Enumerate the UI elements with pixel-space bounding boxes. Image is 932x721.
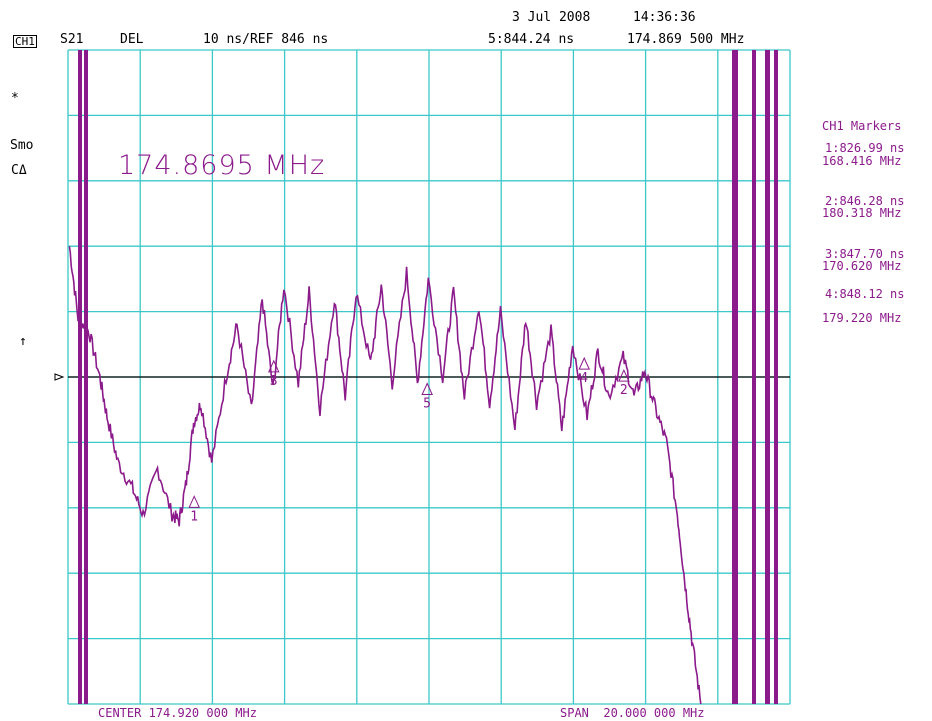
marker-2-freq: 180.318 MHz: [822, 206, 902, 220]
scale-label: 10 ns/REF 846 ns: [203, 32, 329, 47]
overrange-bar: [765, 50, 770, 704]
marker-readout: 174.8695 MHz: [118, 150, 326, 181]
marker-1-label: 1: [190, 509, 198, 524]
marker-1-triangle: [188, 495, 200, 508]
channel-label: CH1: [13, 35, 37, 48]
marker-3-time: 3:847.70 ns: [825, 247, 905, 261]
span-frequency: SPAN 20.000 000 MHz: [560, 706, 705, 720]
ref-arrow-icon: ↑: [19, 334, 27, 349]
marker-3-label: 3: [270, 374, 278, 389]
marker-1-time: 1:826.99 ns: [825, 141, 905, 155]
marker-1-freq: 168.416 MHz: [822, 154, 902, 168]
marker-2-label: 2: [620, 383, 628, 398]
star-annotation: *: [11, 91, 19, 106]
marker-5-triangle: [421, 382, 433, 396]
parameter-label: S21: [60, 32, 84, 47]
marker-4-label: 4: [580, 371, 588, 386]
center-frequency: CENTER 174.920 000 MHz: [98, 706, 257, 720]
overrange-bar: [84, 50, 88, 704]
marker-2-time: 2:846.28 ns: [825, 194, 905, 208]
marker-2-triangle: [618, 368, 630, 382]
overrange-bar: [752, 50, 756, 704]
overrange-bar: [78, 50, 82, 704]
graticule: [67, 49, 791, 705]
header-date: 3 Jul 2008: [512, 10, 591, 25]
overrange-bar: [732, 50, 738, 704]
trace-markers: 1 2 3 4 5: [188, 356, 630, 524]
format-label: DEL: [120, 32, 144, 47]
active-marker-freq: 174.869 500 MHz: [627, 32, 745, 47]
reference-position-marker: [54, 373, 65, 381]
marker-3-freq: 170.620 MHz: [822, 259, 902, 273]
markers-panel-title: CH1 Markers: [822, 119, 902, 133]
active-marker-time: 5:844.24 ns: [488, 32, 575, 47]
marker-4-triangle: [578, 356, 591, 370]
header-time: 14:36:36: [633, 10, 696, 25]
marker-5-label: 5: [423, 397, 431, 412]
correction-annotation: CΔ: [11, 163, 27, 178]
smoothing-annotation: Smo: [10, 138, 34, 153]
marker-4-time: 4:848.12 ns: [825, 287, 905, 301]
marker-4-freq: 179.220 MHz: [822, 311, 902, 325]
overrange-bar: [774, 50, 778, 704]
marker-3-triangle: [267, 359, 280, 373]
delay-trace: [68, 246, 702, 705]
overrange-bars: [78, 50, 778, 704]
